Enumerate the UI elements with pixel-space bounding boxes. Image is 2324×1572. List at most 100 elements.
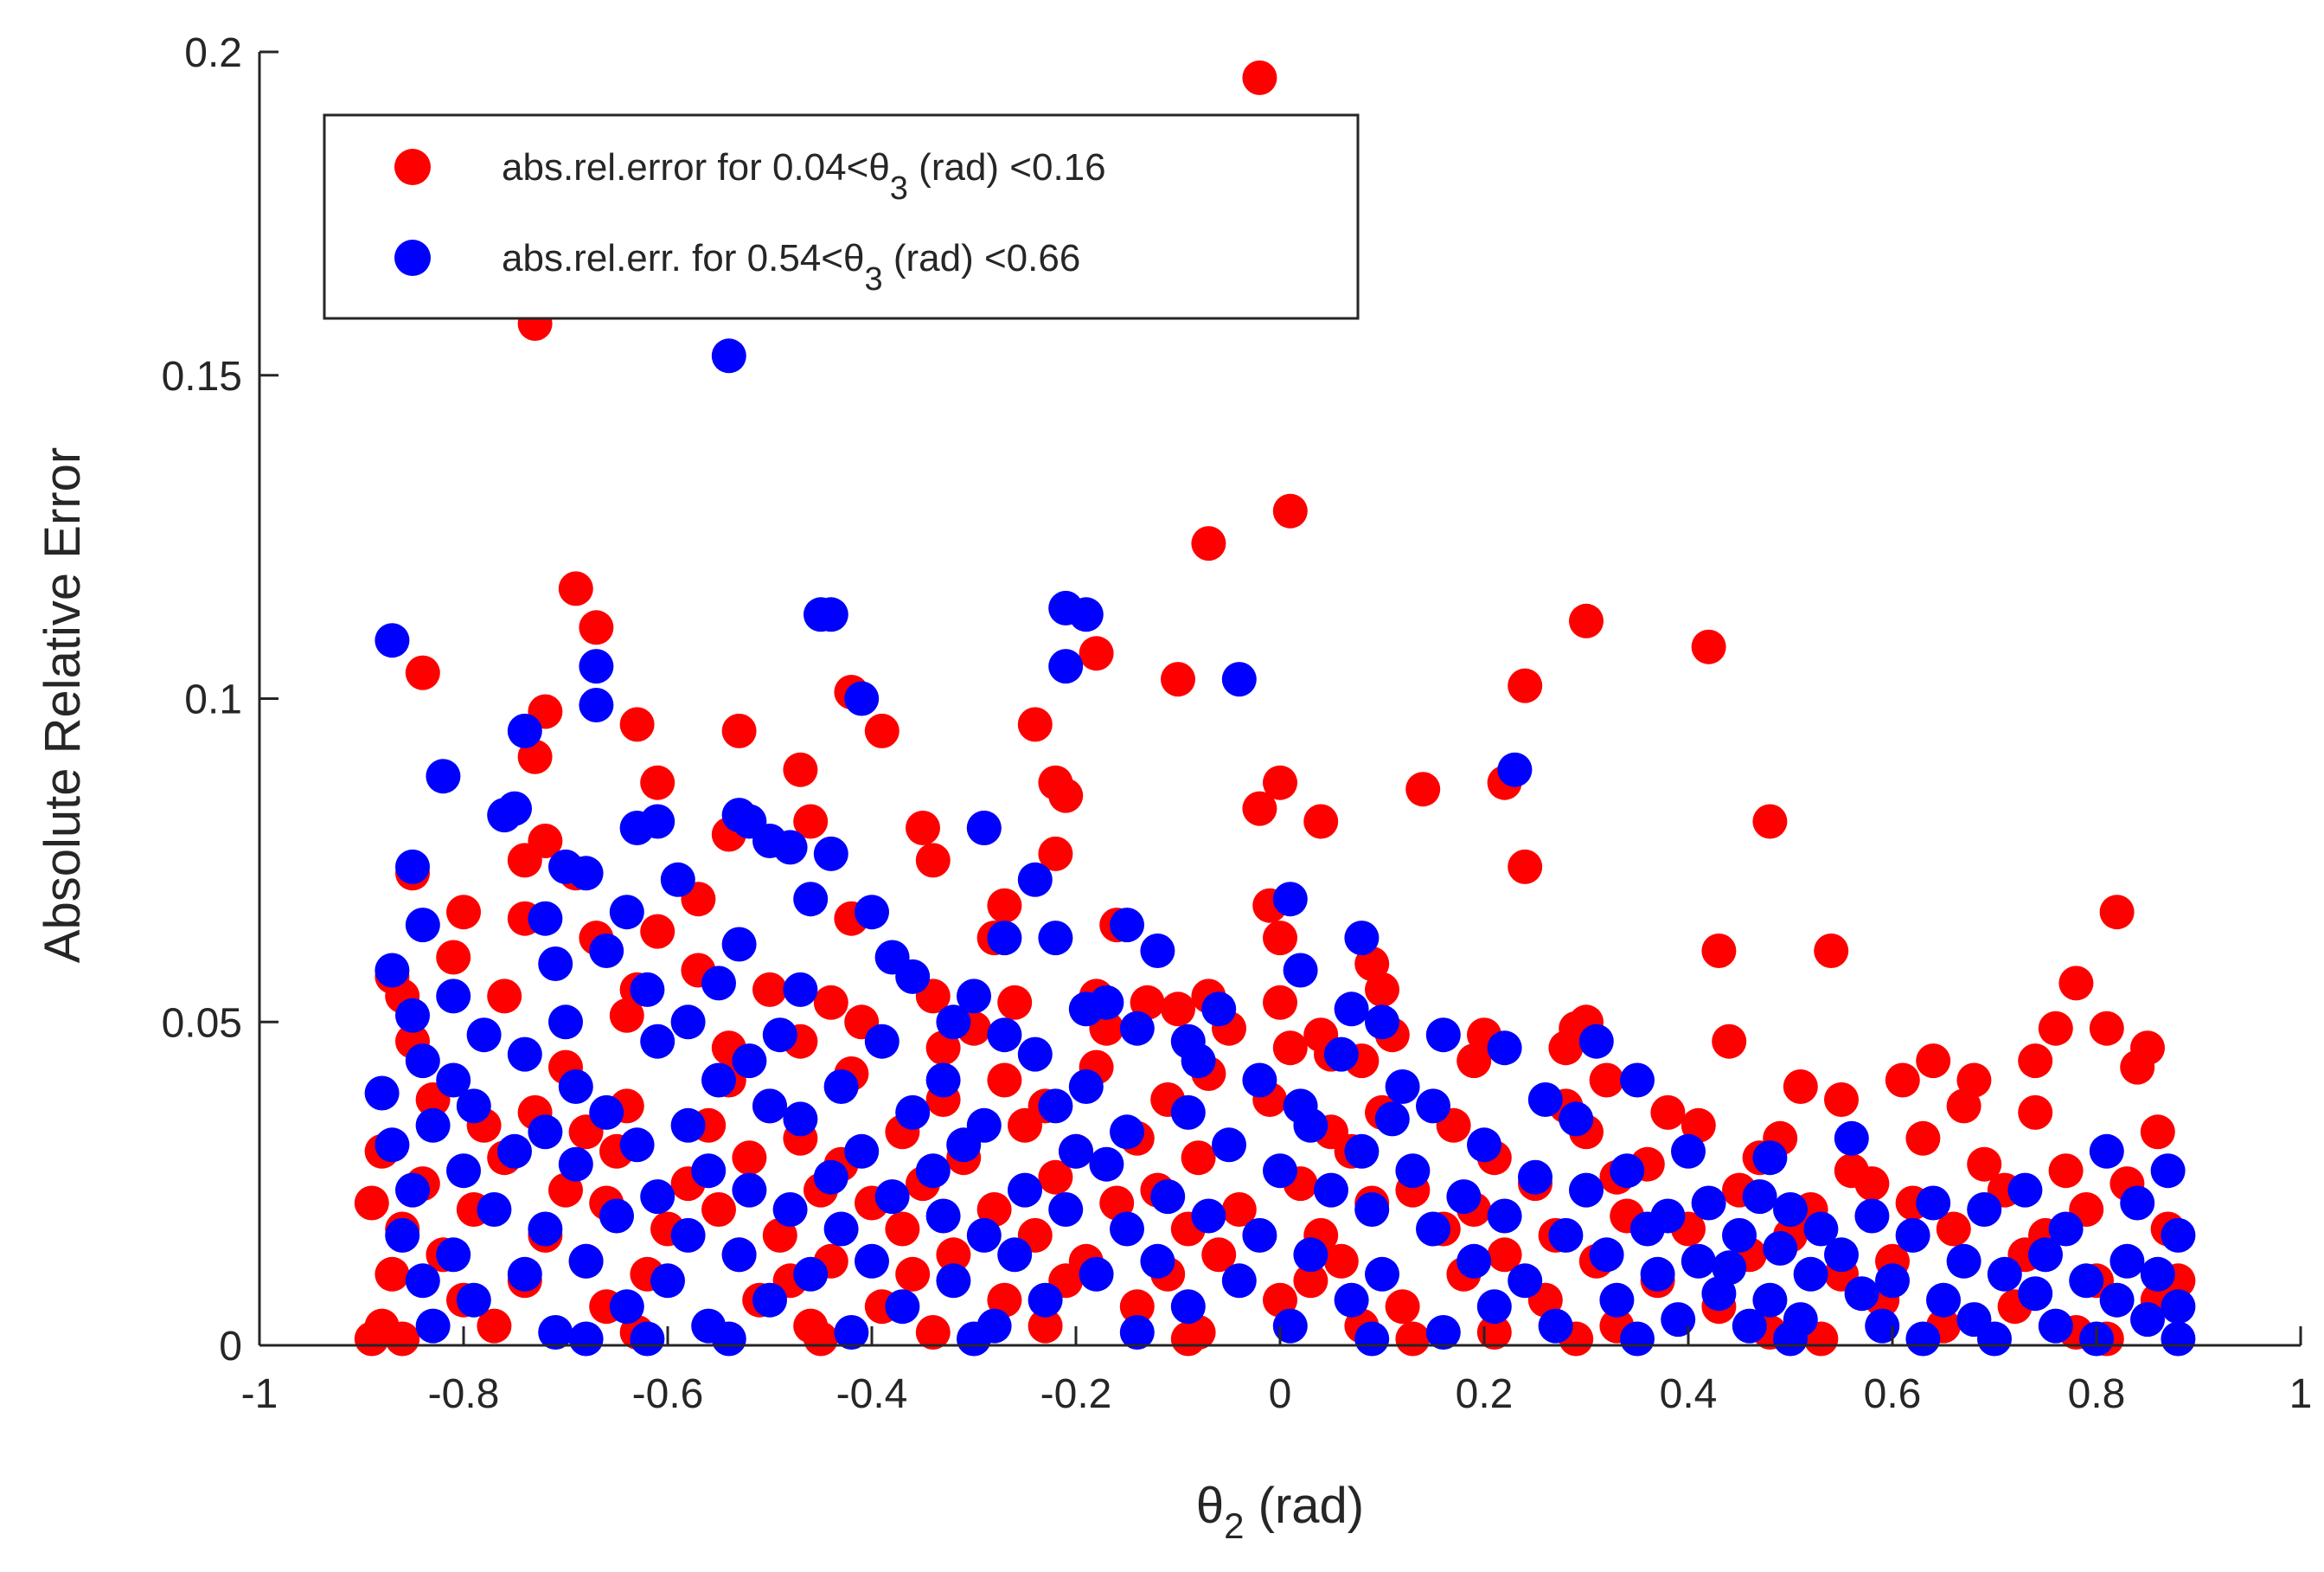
data-point [1263, 921, 1297, 956]
data-point [589, 1094, 624, 1130]
data-point [925, 1062, 961, 1098]
data-point [1629, 1211, 1665, 1247]
data-point [385, 1321, 420, 1357]
data-point [732, 1043, 767, 1079]
data-point [1201, 1237, 1237, 1273]
data-point [1508, 668, 1543, 703]
data-point [793, 804, 829, 839]
data-point [1150, 1179, 1186, 1215]
data-point [2161, 1289, 2196, 1325]
data-point [1467, 1127, 1501, 1163]
data-point [966, 1217, 1002, 1253]
data-point [1854, 1166, 1890, 1202]
data-point [1272, 1030, 1308, 1066]
data-point [640, 1023, 675, 1059]
data-point [1885, 1062, 1920, 1098]
data-point [1181, 1043, 1216, 1079]
data-point [619, 1127, 655, 1163]
data-point [855, 1243, 889, 1279]
data-point [711, 1321, 746, 1357]
data-point [1323, 1036, 1359, 1072]
x-tick-label: 0.8 [2068, 1371, 2126, 1417]
legend: abs.rel.error for 0.04<θ3 (rad) <0.16 abs… [323, 113, 1360, 320]
data-point [997, 985, 1033, 1020]
data-point [1344, 921, 1380, 956]
data-point [793, 882, 829, 917]
data-point [721, 927, 757, 962]
data-point [538, 946, 573, 981]
data-point [1569, 1172, 1604, 1208]
data-point [1742, 1179, 1777, 1215]
data-point [1661, 1302, 1696, 1338]
data-point [1987, 1256, 2022, 1292]
data-point [1518, 1159, 1553, 1195]
data-point [1895, 1217, 1930, 1253]
data-point [987, 1017, 1022, 1053]
data-point [1905, 1321, 1941, 1357]
data-point [395, 1172, 430, 1208]
data-point [2120, 1185, 2155, 1221]
data-point [1110, 908, 1144, 943]
y-tick-label: 0.2 [184, 30, 242, 76]
data-point [375, 1256, 410, 1292]
data-point [1752, 1140, 1788, 1176]
data-point [1293, 1237, 1328, 1273]
data-point [2120, 1049, 2155, 1085]
data-point [987, 888, 1022, 923]
data-point [895, 959, 931, 994]
y-tick-label: 0 [219, 1324, 242, 1370]
data-point [1405, 772, 1441, 807]
data-point [2140, 1256, 2175, 1292]
data-point [987, 1062, 1022, 1098]
data-point [1059, 1133, 1093, 1169]
data-point [701, 1192, 736, 1227]
data-point [446, 895, 481, 930]
data-point [1834, 1120, 1869, 1156]
data-point [793, 1256, 829, 1292]
data-point [1497, 752, 1533, 787]
data-point [354, 1321, 389, 1357]
data-point [609, 1289, 644, 1325]
data-point [2018, 1043, 2053, 1079]
legend-marker [394, 149, 431, 185]
data-point [568, 856, 604, 891]
x-tick-label: 0 [1269, 1371, 1292, 1417]
data-point [619, 707, 655, 742]
data-point [1916, 1043, 1951, 1079]
data-point [2048, 1211, 2084, 1247]
data-point [375, 623, 410, 658]
data-point [1170, 1289, 1206, 1325]
data-point [1263, 985, 1297, 1020]
data-point [456, 1282, 491, 1318]
data-point [599, 1198, 634, 1234]
data-point [1977, 1321, 2012, 1357]
data-point [1416, 1211, 1450, 1247]
data-point [1946, 1088, 1981, 1124]
data-point [1365, 1256, 1399, 1292]
data-point [2048, 1153, 2084, 1189]
data-point [1487, 1198, 1522, 1234]
data-point [385, 1217, 420, 1253]
data-point [1936, 1211, 1971, 1247]
data-point [589, 934, 624, 968]
data-point [1354, 1192, 1390, 1227]
x-axis-label: θ2 (rad) [1196, 1478, 1364, 1546]
data-point [1814, 934, 1849, 968]
data-point [2099, 895, 2135, 930]
data-point [1170, 1094, 1206, 1130]
data-point [395, 998, 430, 1033]
data-point [1589, 1237, 1624, 1273]
data-point [1017, 707, 1053, 742]
x-tick-label: -0.2 [1040, 1371, 1112, 1417]
data-point [772, 830, 808, 865]
data-point [915, 1153, 951, 1189]
data-point [1344, 1133, 1380, 1169]
x-tick-label: -0.8 [428, 1371, 500, 1417]
data-point [1905, 1120, 1941, 1156]
data-point [619, 811, 655, 845]
data-point [466, 1017, 502, 1053]
data-point [1916, 1185, 1951, 1221]
data-point [1170, 1321, 1206, 1357]
data-point [354, 1185, 389, 1221]
